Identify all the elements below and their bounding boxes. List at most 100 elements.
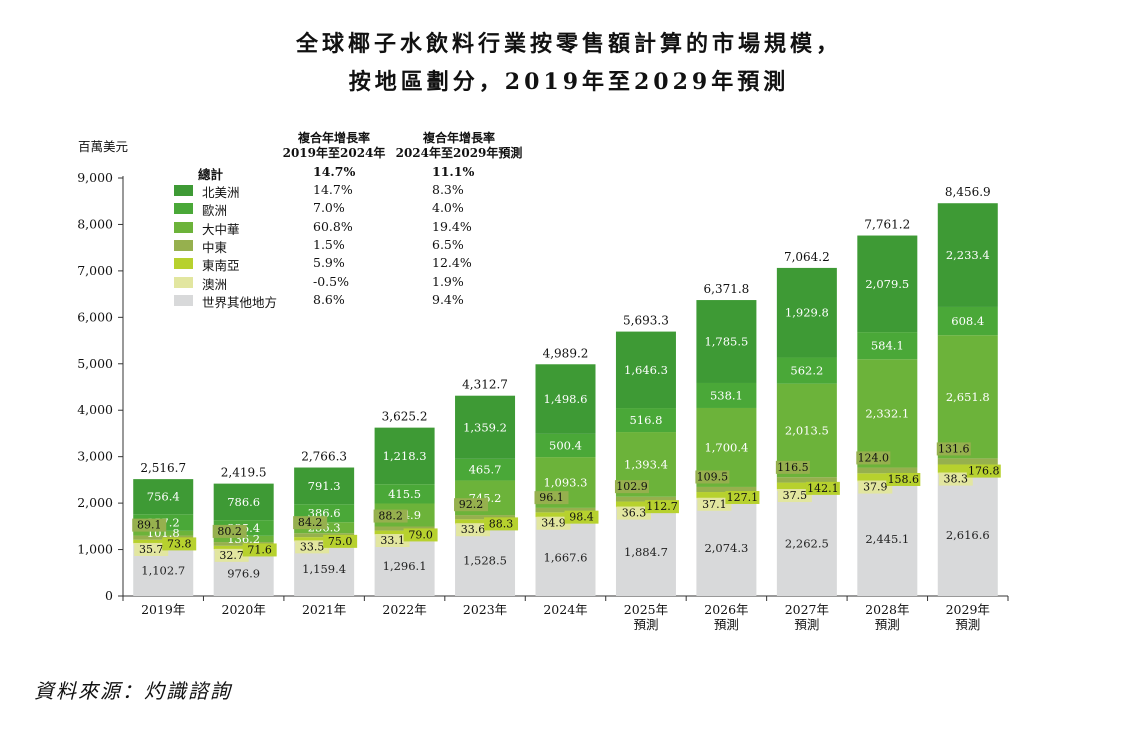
data-label: 1,700.4 [704,440,748,454]
data-label: 89.1 [137,519,162,532]
legend-swatch [174,203,193,215]
data-label: 2,262.5 [785,536,829,550]
x-tick-label: 預測 [875,617,900,632]
x-tick-label: 2024年 [543,602,587,617]
x-tick-label: 預測 [714,617,739,632]
cagr-header-2-line1: 複合年增長率 [422,131,495,145]
data-label: 131.6 [938,442,970,455]
y-tick-label: 3,000 [77,449,113,464]
cagr-header-1-line1: 複合年增長率 [297,131,370,145]
data-label: 2,013.5 [785,423,829,437]
data-label: 35.7 [139,543,164,556]
data-label: 1,296.1 [383,559,427,573]
cagr-header-2-line2: 2024年至2029年預測 [395,146,523,160]
data-label: 1,667.6 [544,550,588,564]
bar-total-label: 3,625.2 [382,410,428,424]
data-label-box [966,464,1001,478]
cagr-header-2: 複合年增長率 2024年至2029年預測 [384,131,534,161]
bar-segment [455,458,516,481]
data-label: 1,884.7 [624,545,668,559]
bar-segment [937,335,998,459]
legend-name: 大中華 [202,221,240,237]
data-label-box [293,516,328,530]
chart-title-line1: 全球椰子水飲料行業按零售額計算的市場規模， [295,31,842,57]
data-label: 102.9 [616,480,648,493]
bar-segment [696,382,757,408]
x-tick-label: 2027年 [785,602,829,617]
data-label: 976.9 [227,566,260,580]
data-label-box [697,497,732,511]
data-label: 109.5 [697,470,729,483]
data-label-box [695,470,730,484]
bar-segment [615,408,676,433]
legend-name: 世界其他地方 [202,294,278,310]
data-label: 98.4 [569,511,594,524]
data-label: 1,646.3 [624,363,668,377]
bar-segment [776,490,837,596]
bar-total-label: 2,516.7 [140,461,186,475]
data-label: 1,102.7 [141,563,185,577]
data-label-box [403,528,438,542]
legend-total-cagr2: 11.1% [432,164,475,179]
y-tick-label: 2,000 [77,495,113,510]
data-label: 756.4 [147,490,180,504]
data-label: 2,079.5 [865,277,909,291]
bar-segment [615,331,676,409]
legend-cagr2: 19.4% [432,218,472,234]
legend-cagr1: 60.8% [313,218,353,234]
bar-total-label: 2,419.5 [221,466,267,480]
bar-total-label: 5,693.3 [623,314,669,328]
bar-segment [535,507,596,513]
legend-swatch [174,185,193,196]
legend-swatch [174,276,193,288]
data-label-box [938,472,973,486]
data-label: 37.5 [783,489,808,502]
data-label-box [373,509,408,523]
data-label-box [214,548,249,562]
data-label: 33.5 [300,540,325,553]
data-label-box [777,489,812,503]
data-label: 465.7 [469,463,502,477]
data-label: 32.7 [219,549,244,562]
bar-segment [857,235,918,333]
legend-cagr2: 12.4% [432,255,472,271]
data-label-box [454,498,489,512]
data-label: 124.0 [858,451,890,464]
legend-cagr2: 9.4% [432,291,464,307]
data-label: 38.3 [944,473,969,486]
bar-segment [133,530,194,536]
data-label-box [856,451,891,465]
y-tick-label: 8,000 [77,216,113,231]
bar-total-label: 8,456.9 [945,185,991,199]
data-label: 1,785.5 [704,335,748,349]
bar-total-label: 7,761.2 [864,218,910,232]
data-label: 96.1 [539,491,564,504]
data-label-box [564,510,599,524]
data-label: 415.5 [388,487,421,501]
legend-total-cagr1: 14.7% [313,164,356,179]
bar-segment [696,486,757,493]
data-label-box [323,534,358,548]
data-label-box [725,490,760,504]
source-note: 資料來源：灼識諮詢 [34,679,232,703]
y-tick-label: 6,000 [77,309,113,324]
bar-segment [455,395,516,459]
bar-total-label: 6,371.8 [704,282,750,296]
legend-swatch [174,294,193,306]
y-tick-label: 4,000 [77,402,113,417]
data-label: 1,093.3 [544,476,588,490]
bar-segment [857,332,918,360]
legend-cagr1: 8.6% [313,291,345,307]
data-label: 1,929.8 [785,306,829,320]
data-label: 176.8 [968,465,1000,478]
bar-segment [696,300,757,383]
bar-segment [535,364,596,434]
bar-segment [374,427,435,485]
bar-segment [937,203,998,307]
bar-segment [615,496,676,502]
legend-name: 東南亞 [202,258,240,274]
legend-cagr2: 1.9% [432,273,464,289]
bar-segment [213,535,274,543]
legend-cagr2: 8.3% [432,182,464,197]
